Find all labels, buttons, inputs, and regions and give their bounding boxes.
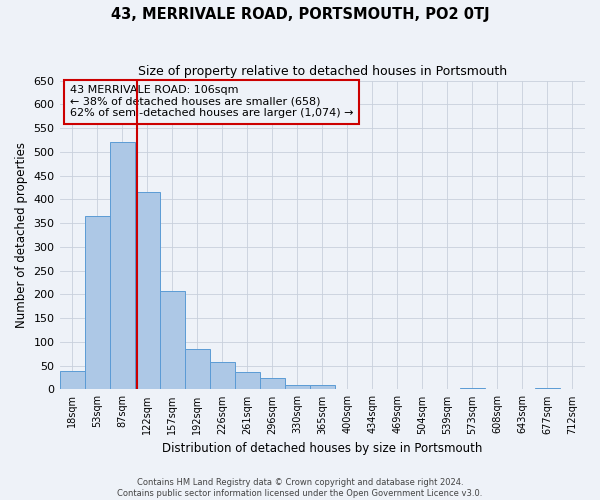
Bar <box>460 388 485 390</box>
Bar <box>160 291 185 390</box>
Title: Size of property relative to detached houses in Portsmouth: Size of property relative to detached ho… <box>138 65 507 78</box>
Text: 43 MERRIVALE ROAD: 106sqm
← 38% of detached houses are smaller (658)
62% of semi: 43 MERRIVALE ROAD: 106sqm ← 38% of detac… <box>70 85 353 118</box>
Bar <box>260 378 285 390</box>
Bar <box>59 372 85 390</box>
Bar <box>310 384 335 390</box>
Bar <box>85 216 110 390</box>
Text: Contains HM Land Registry data © Crown copyright and database right 2024.
Contai: Contains HM Land Registry data © Crown c… <box>118 478 482 498</box>
Bar <box>209 362 235 390</box>
Bar <box>185 349 209 390</box>
Bar <box>285 384 310 390</box>
Y-axis label: Number of detached properties: Number of detached properties <box>15 142 28 328</box>
Bar <box>134 192 160 390</box>
Bar <box>110 142 134 390</box>
Bar <box>235 372 260 390</box>
X-axis label: Distribution of detached houses by size in Portsmouth: Distribution of detached houses by size … <box>162 442 482 455</box>
Bar <box>535 388 560 390</box>
Text: 43, MERRIVALE ROAD, PORTSMOUTH, PO2 0TJ: 43, MERRIVALE ROAD, PORTSMOUTH, PO2 0TJ <box>110 8 490 22</box>
